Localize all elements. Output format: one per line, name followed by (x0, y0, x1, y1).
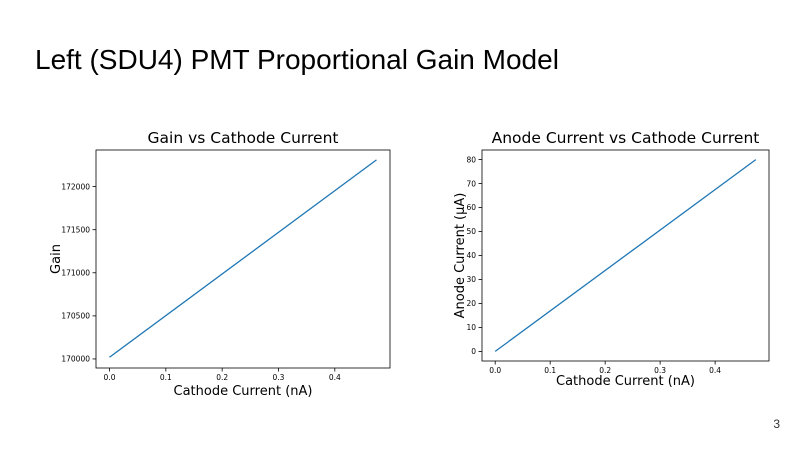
y-tick-label: 171500 (61, 225, 90, 234)
y-tick-label: 40 (466, 251, 476, 260)
page-number: 3 (773, 417, 780, 431)
plot-frame (95, 149, 391, 369)
slide-title: Left (SDU4) PMT Proportional Gain Model (35, 44, 559, 75)
y-tick-label: 30 (466, 275, 476, 284)
x-axis-label: Cathode Current (nA) (556, 374, 695, 389)
y-axis-label: Gain (49, 244, 64, 274)
y-tick-label: 172000 (61, 182, 90, 191)
y-tick-label: 20 (466, 299, 476, 308)
y-tick-label: 170000 (61, 355, 90, 364)
x-tick-label: 0.0 (104, 373, 116, 382)
y-tick-label: 70 (466, 179, 476, 188)
x-tick-label: 0.4 (329, 373, 341, 382)
y-tick-label: 170500 (61, 312, 90, 321)
chart-title: Anode Current vs Cathode Current (492, 129, 760, 147)
y-tick-label: 80 (466, 155, 476, 164)
y-tick-label: 171000 (61, 268, 90, 277)
y-axis-label: Anode Current (µA) (453, 193, 468, 319)
series-line (494, 159, 757, 352)
x-tick-label: 0.4 (709, 366, 721, 375)
x-tick-label: 0.2 (599, 366, 611, 375)
x-tick-label: 0.3 (654, 366, 666, 375)
x-tick-label: 0.2 (216, 373, 228, 382)
y-tick-label: 60 (466, 203, 476, 212)
y-tick-label: 50 (466, 227, 476, 236)
series-line (109, 159, 377, 358)
x-tick-label: 0.1 (544, 366, 556, 375)
chart-title: Gain vs Cathode Current (148, 129, 339, 147)
x-tick-label: 0.0 (489, 366, 501, 375)
y-tick-label: 10 (466, 323, 476, 332)
x-tick-label: 0.1 (160, 373, 172, 382)
y-tick-label: 0 (471, 347, 476, 356)
x-tick-label: 0.3 (273, 373, 285, 382)
x-axis-label: Cathode Current (nA) (174, 384, 313, 399)
